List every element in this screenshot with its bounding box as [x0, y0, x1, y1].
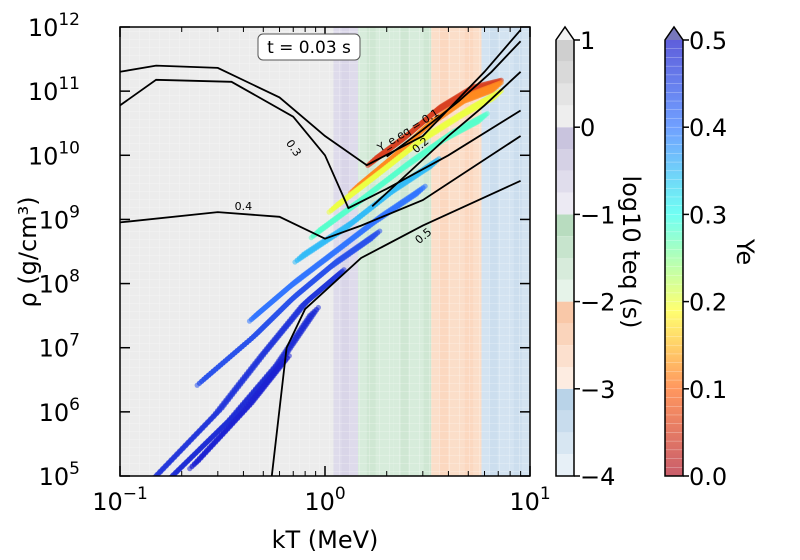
y-tick-label: 1012 — [28, 10, 80, 42]
teq-colorbar-tick-label: −2 — [580, 289, 615, 317]
teq-colorbar-tick-label: −3 — [580, 376, 615, 404]
teq-colorbar-frame — [555, 25, 575, 477]
ye-colorbar-frame — [664, 25, 684, 477]
time-annotation: t = 0.03 s — [257, 33, 361, 61]
time-label: t = 0.03 s — [267, 38, 351, 58]
teq-colorbar-cell — [556, 258, 574, 280]
ye-colorbar-tick-label: 0.0 — [689, 463, 727, 491]
ye-colorbar-tick-label: 0.3 — [689, 201, 727, 229]
teq-colorbar-cell — [556, 214, 574, 237]
y-tick-label: 1010 — [28, 138, 80, 170]
teq-colorbar-cell — [556, 345, 574, 367]
teq-colorbar-cell — [556, 127, 574, 149]
teq-colorbar-cell — [556, 40, 574, 62]
teq-colorbar-cell — [556, 367, 574, 389]
teq-colorbar-cell — [556, 170, 574, 193]
ye-scatter-point — [286, 353, 292, 359]
ye-eq-contours — [120, 29, 522, 476]
x-tick-label: 100 — [304, 484, 345, 516]
ye-scatter-point — [484, 110, 490, 117]
teq-colorbar-tick-label: 1 — [580, 27, 595, 55]
y-axis-label: ρ (g/cm³) — [14, 196, 42, 307]
teq-colorbar-label: log10 teq (s) — [617, 175, 645, 328]
ye-colorbar: 0.5 0.4 0.3 0.2 0.1 0.0 Ye — [664, 25, 759, 491]
teq-colorbar-cell — [556, 454, 574, 476]
contour-line — [120, 135, 522, 240]
ye-colorbar-extend — [665, 27, 683, 40]
y-tick-label: 109 — [39, 202, 80, 234]
ye-colorbar-tick-label: 0.1 — [689, 376, 727, 404]
ye-scatter-point — [341, 267, 347, 273]
contour-line — [386, 40, 522, 158]
teq-colorbar-cell — [556, 410, 574, 433]
ye-scatter-point — [377, 228, 383, 234]
y-tick-label: 108 — [39, 267, 80, 299]
teq-colorbar-cell — [556, 432, 574, 455]
ye-colorbar-tick-label: 0.5 — [689, 27, 727, 55]
ye-scatter-point — [165, 477, 170, 482]
teq-colorbar-cell — [556, 149, 574, 171]
ye-colorbar-tick-label: 0.4 — [689, 114, 727, 142]
x-tick-label: 101 — [509, 484, 550, 516]
contour-label: 0.4 — [235, 200, 253, 213]
ye-scatter-point — [149, 477, 154, 482]
contour-line — [120, 29, 522, 167]
ye-colorbar-tick-label: 0.2 — [689, 289, 727, 317]
teq-colorbar-cell — [556, 61, 574, 84]
contour-line — [270, 179, 521, 476]
teq-colorbar-cell — [556, 301, 574, 324]
y-tick-label: 105 — [39, 459, 80, 491]
teq-colorbar-cell — [556, 279, 574, 302]
plot-area: Y_e,eq = 0.10.20.30.40.5 10−1 100 10110510… — [28, 10, 551, 516]
teq-colorbar-cell — [556, 388, 574, 411]
contour-line — [120, 78, 522, 210]
teq-colorbar-tick-label: −1 — [580, 201, 615, 229]
x-axis-label: kT (MeV) — [272, 526, 379, 554]
teq-colorbar-cell — [556, 105, 574, 128]
teq-colorbar-cell — [556, 83, 574, 106]
ye-colorbar-label: Ye — [731, 238, 759, 265]
teq-colorbar-cell — [556, 192, 574, 215]
teq-colorbar-tick-label: 0 — [580, 114, 595, 142]
ye-scatter-point — [422, 183, 428, 189]
teq-colorbar-tick-label: −4 — [580, 463, 615, 491]
teq-colorbar-cell — [556, 236, 574, 258]
y-tick-label: 1011 — [28, 74, 80, 106]
ye-scatter-point — [498, 79, 504, 86]
ye-scatter-point — [315, 304, 321, 311]
y-tick-label: 106 — [39, 395, 80, 427]
axis-ticks: 10−1 100 101 105 106 107 108 109 1010 1011 1012 — [28, 10, 551, 516]
x-tick-label: 10−1 — [92, 484, 148, 516]
teq-colorbar: 1 0 −1 −2 −3 −4 log10 teq (s) — [555, 25, 645, 491]
teq-colorbar-cell — [556, 323, 574, 346]
y-tick-label: 107 — [39, 331, 80, 363]
